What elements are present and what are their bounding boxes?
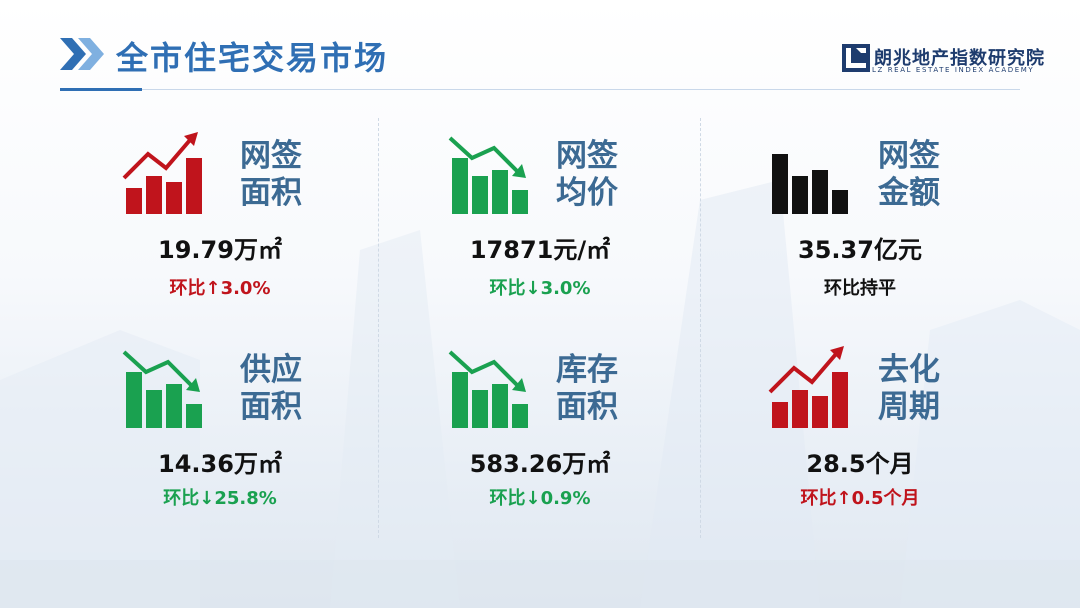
metric-label: 网签 金额 <box>878 138 968 212</box>
metric-label-line1: 网签 <box>556 138 618 174</box>
header: 全市住宅交易市场 朗兆地产指数研究院 LZ REAL ESTATE INDEX … <box>0 0 1080 95</box>
metric-label-line1: 网签 <box>240 138 302 174</box>
metric-card: 网签 面积 19.79万㎡ 环比↑3.0% <box>60 120 380 320</box>
bar-chart-icon <box>772 154 848 214</box>
metric-change: 环比持平 <box>824 278 896 299</box>
metric-card: 网签 金额 35.37亿元 环比持平 <box>700 120 1020 320</box>
metric-label: 去化 周期 <box>878 352 968 426</box>
metric-label-line2: 金额 <box>878 175 940 211</box>
column-divider <box>700 118 701 538</box>
metric-card: 供应 面积 14.36万㎡ 环比↓25.8% <box>60 334 380 534</box>
title-underline <box>60 89 1020 90</box>
metric-change: 环比↓0.9% <box>489 488 591 509</box>
metric-change: 环比↑3.0% <box>169 278 271 299</box>
metric-value: 28.5个月 <box>806 450 914 478</box>
metric-value: 17871元/㎡ <box>469 236 611 264</box>
metric-label-line2: 均价 <box>556 175 618 211</box>
metric-label-line2: 面积 <box>240 175 302 211</box>
metric-label-line1: 网签 <box>878 138 940 174</box>
metric-value: 14.36万㎡ <box>158 450 282 478</box>
logo-text-cn: 朗兆地产指数研究院 <box>874 48 1045 69</box>
metric-label-line2: 面积 <box>556 389 618 425</box>
metric-change: 环比↓3.0% <box>489 278 591 299</box>
trend-up-icon <box>768 346 848 428</box>
trend-down-icon <box>448 136 528 214</box>
metric-value: 19.79万㎡ <box>158 236 282 264</box>
metric-label: 库存 面积 <box>556 352 646 426</box>
trend-up-icon <box>122 132 202 214</box>
metric-card: 库存 面积 583.26万㎡ 环比↓0.9% <box>380 334 700 534</box>
logo-text-en: LZ REAL ESTATE INDEX ACADEMY <box>872 66 1035 74</box>
metric-label-line1: 供应 <box>240 352 302 388</box>
metric-label: 供应 面积 <box>240 352 330 426</box>
title-underline-accent <box>60 88 142 91</box>
metric-value: 35.37亿元 <box>798 236 922 264</box>
logo-mark-icon <box>842 44 870 72</box>
metric-label-line2: 面积 <box>240 389 302 425</box>
metric-label-line2: 周期 <box>878 389 940 425</box>
metric-value: 583.26万㎡ <box>469 450 611 478</box>
page-title: 全市住宅交易市场 <box>116 39 389 77</box>
trend-down-icon <box>448 350 528 428</box>
trend-down-icon <box>122 350 202 428</box>
metric-label: 网签 均价 <box>556 138 646 212</box>
metric-change: 环比↑0.5个月 <box>800 488 920 509</box>
chevron-right-icon <box>60 38 104 70</box>
metric-card: 网签 均价 17871元/㎡ 环比↓3.0% <box>380 120 700 320</box>
metric-change: 环比↓25.8% <box>163 488 277 509</box>
column-divider <box>378 118 379 538</box>
metric-label: 网签 面积 <box>240 138 330 212</box>
metric-label-line1: 库存 <box>556 352 618 388</box>
metric-label-line1: 去化 <box>878 352 940 388</box>
metric-card: 去化 周期 28.5个月 环比↑0.5个月 <box>700 334 1020 534</box>
logo: 朗兆地产指数研究院 LZ REAL ESTATE INDEX ACADEMY <box>842 44 1044 78</box>
